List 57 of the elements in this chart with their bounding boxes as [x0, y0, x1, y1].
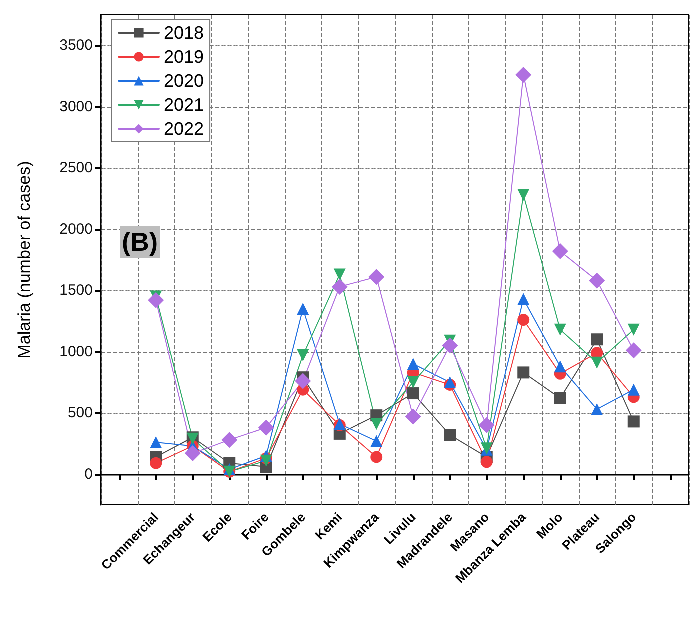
point	[516, 67, 532, 84]
point	[518, 314, 530, 326]
y-axis-title: Malaria (number of cases)	[15, 161, 34, 359]
point	[591, 334, 604, 346]
point	[518, 293, 530, 306]
point	[150, 436, 162, 449]
legend-label: 2018	[164, 23, 204, 43]
point	[222, 432, 238, 448]
legend-label: 2021	[164, 95, 204, 115]
point	[260, 454, 272, 467]
y-tick-label: 1000	[60, 343, 93, 360]
point	[407, 358, 420, 370]
y-tick-label: 2500	[60, 160, 93, 177]
point	[480, 456, 493, 468]
point	[368, 269, 385, 286]
point	[370, 451, 383, 464]
point	[407, 388, 420, 400]
point	[518, 189, 530, 202]
point	[442, 338, 458, 354]
point	[370, 418, 383, 430]
point	[626, 342, 642, 359]
point	[334, 268, 346, 281]
y-tick-label: 3500	[60, 37, 93, 54]
point	[628, 324, 640, 336]
legend-label: 2022	[164, 119, 204, 139]
y-tick-label: 500	[68, 404, 93, 422]
point	[184, 446, 201, 462]
y-tick-label: 1500	[60, 282, 93, 300]
point	[444, 376, 456, 388]
point	[478, 417, 495, 434]
annotation: (B)	[122, 227, 158, 257]
point	[589, 272, 606, 289]
point	[297, 350, 310, 362]
point	[150, 457, 162, 470]
legend-label: 2020	[164, 71, 204, 91]
y-tick-label: 3000	[60, 98, 93, 116]
legend-label: 2019	[164, 47, 204, 67]
point	[554, 392, 566, 404]
point	[552, 243, 568, 260]
point	[370, 435, 383, 448]
point	[444, 429, 456, 442]
y-tick-label: 0	[84, 466, 93, 483]
y-tick-label: 2000	[60, 220, 93, 238]
point	[591, 356, 604, 369]
point	[258, 420, 274, 436]
point	[407, 376, 420, 388]
point	[554, 324, 566, 336]
point	[628, 384, 640, 396]
point	[148, 292, 164, 308]
point	[332, 278, 348, 295]
point	[554, 360, 566, 373]
point	[518, 366, 530, 379]
point	[405, 408, 422, 425]
point	[297, 303, 310, 315]
point	[591, 403, 604, 416]
point	[295, 373, 312, 390]
point	[628, 416, 640, 428]
